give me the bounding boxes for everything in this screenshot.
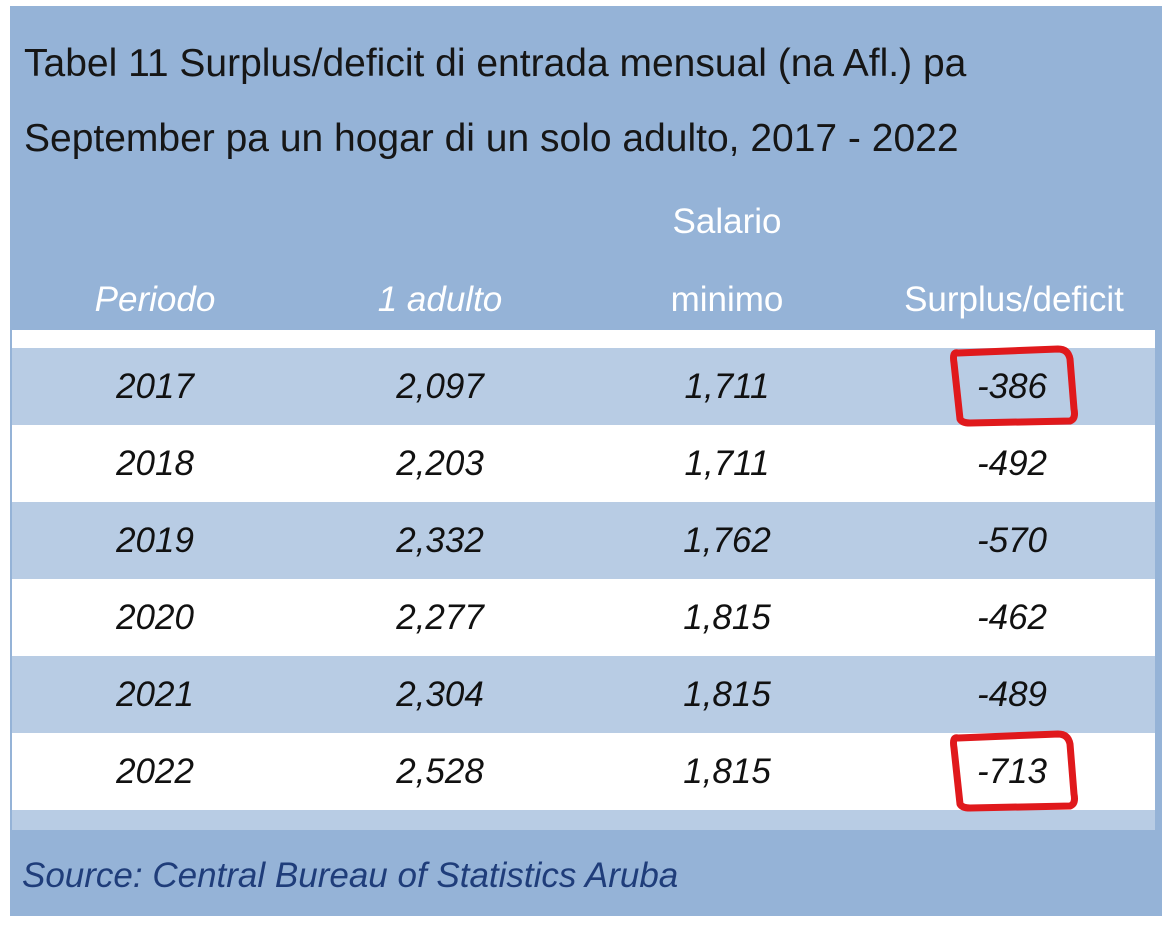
- table-row: 2018 2,203 1,711 -492: [12, 425, 1155, 502]
- cell-1-adulto: 2,277: [396, 598, 484, 637]
- cell-salario-minimo: 1,815: [683, 675, 771, 714]
- cell-surplus-deficit: -489: [976, 675, 1048, 714]
- header-periodo: Periodo: [94, 280, 216, 319]
- cell-periodo: 2020: [116, 598, 194, 637]
- cell-salario-minimo: 1,711: [684, 367, 770, 406]
- cell-salario-minimo: 1,711: [684, 444, 770, 483]
- table-title-line2: September pa un hogar di un solo adulto,…: [24, 117, 959, 160]
- cell-surplus-deficit: -713: [976, 752, 1048, 791]
- header-1-adulto: 1 adulto: [377, 280, 503, 319]
- header-salario: Salario: [672, 202, 782, 241]
- header-surplus-deficit: Surplus/deficit: [904, 280, 1124, 319]
- highlight-box: [950, 345, 1078, 427]
- cell-1-adulto: 2,097: [396, 367, 484, 406]
- table-row: 2017 2,097 1,711 -386: [12, 348, 1155, 425]
- table-row: 2020 2,277 1,815 -462: [12, 579, 1155, 656]
- cell-periodo: 2019: [116, 521, 194, 560]
- cell-salario-minimo: 1,815: [683, 598, 771, 637]
- cell-surplus-deficit: -386: [976, 367, 1048, 406]
- cell-1-adulto: 2,332: [396, 521, 484, 560]
- cell-surplus-deficit: -492: [976, 444, 1048, 483]
- cell-periodo: 2017: [116, 367, 194, 406]
- cell-salario-minimo: 1,815: [683, 752, 771, 791]
- cell-1-adulto: 2,528: [396, 752, 484, 791]
- highlight-box: [950, 730, 1078, 812]
- table-row: 2019 2,332 1,762 -570: [12, 502, 1155, 579]
- table-title-line1: Tabel 11 Surplus/deficit di entrada mens…: [24, 42, 967, 85]
- source-note: Source: Central Bureau of Statistics Aru…: [22, 856, 679, 895]
- cell-periodo: 2018: [116, 444, 194, 483]
- table-row: 2021 2,304 1,815 -489: [12, 656, 1155, 733]
- cell-1-adulto: 2,304: [396, 675, 484, 714]
- cell-1-adulto: 2,203: [396, 444, 484, 483]
- header-minimo: minimo: [670, 280, 784, 319]
- cell-periodo: 2021: [116, 675, 194, 714]
- table-top-strip: [12, 330, 1155, 348]
- cell-surplus-deficit: -570: [976, 521, 1048, 560]
- table-row: 2022 2,528 1,815 -713: [12, 733, 1155, 810]
- data-table: 2017 2,097 1,711 -386 2018 2,203 1,711 -492 2019…: [12, 330, 1155, 830]
- cell-surplus-deficit: -462: [976, 598, 1048, 637]
- cell-periodo: 2022: [116, 752, 194, 791]
- cell-salario-minimo: 1,762: [683, 521, 771, 560]
